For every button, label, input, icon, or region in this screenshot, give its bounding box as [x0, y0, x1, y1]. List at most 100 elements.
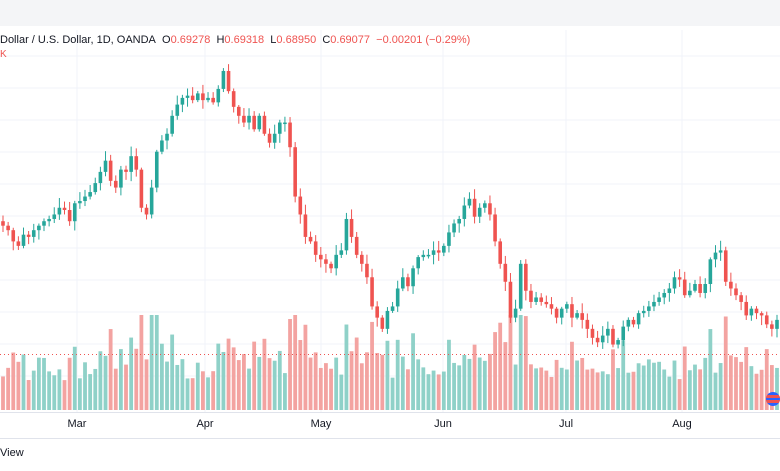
bottom-bar	[0, 438, 780, 471]
x-tick-may: May	[310, 418, 332, 430]
volume-bar	[775, 367, 779, 410]
candle-body	[180, 97, 185, 105]
candle-body	[134, 156, 139, 170]
candle-body	[98, 171, 103, 184]
volume-bar	[118, 349, 123, 410]
volume-bar	[518, 315, 523, 410]
candle-body	[739, 295, 743, 302]
candle-body	[744, 301, 749, 316]
candle-body	[513, 308, 518, 318]
candle-body	[652, 301, 656, 307]
volume-bar	[62, 380, 67, 410]
volume-bar	[390, 377, 395, 410]
price-chart[interactable]	[0, 0, 780, 412]
volume-bar	[406, 369, 410, 410]
volume-bar	[98, 351, 103, 410]
volume-bar	[257, 356, 262, 410]
volume-bar	[170, 334, 175, 410]
volume-bar	[672, 360, 677, 410]
volume-bar	[667, 376, 672, 410]
volume-bar	[267, 358, 272, 410]
candle-body	[436, 250, 441, 253]
volume-bar	[180, 359, 185, 410]
symbol-legend: Dollar / U.S. Dollar, 1D, OANDA O0.69278…	[0, 34, 470, 46]
candle-body	[703, 284, 708, 293]
volume-bar	[416, 359, 421, 410]
volume-bar	[72, 346, 77, 410]
volume-bar	[723, 316, 728, 410]
candle-body	[575, 313, 579, 318]
volume-bar	[247, 368, 251, 410]
candle-body	[206, 97, 210, 101]
candle-body	[411, 268, 415, 287]
candle-body	[129, 156, 133, 172]
volume-bar	[344, 324, 349, 410]
volume-bar	[334, 357, 339, 410]
volume-bar	[708, 329, 713, 410]
candle-body	[216, 88, 221, 103]
volume-bar	[693, 364, 697, 410]
volume-bar	[185, 378, 190, 410]
candle-body	[303, 214, 308, 237]
candle-body	[339, 250, 344, 255]
candle-body	[21, 234, 26, 246]
flag-icon[interactable]	[766, 392, 780, 406]
candle-body	[749, 308, 754, 316]
candle-body	[713, 252, 718, 260]
candle-body	[175, 104, 180, 116]
volume-bar	[16, 361, 21, 410]
candle-body	[103, 160, 108, 172]
volume-bar	[139, 315, 144, 410]
volume-bar	[503, 342, 508, 410]
volume-bar	[595, 372, 600, 410]
volume-bar	[206, 377, 210, 410]
candle-body	[723, 250, 728, 282]
candle-body	[149, 187, 154, 215]
candle-body	[688, 290, 692, 296]
candle-body	[57, 207, 62, 215]
volume-bar	[616, 368, 620, 410]
volume-bar	[554, 359, 559, 410]
volume-bar	[682, 346, 687, 410]
candle-body	[401, 277, 405, 289]
volume-bar	[739, 361, 744, 410]
candle-body	[390, 306, 395, 311]
volume-bar	[564, 369, 569, 410]
candle-body	[631, 319, 636, 325]
candle-body	[47, 218, 51, 222]
candle-body	[729, 281, 733, 289]
volume-bar	[626, 372, 631, 410]
volume-bar	[52, 375, 57, 410]
volume-bar	[124, 364, 128, 410]
candle-body	[257, 115, 262, 130]
view-link[interactable]: View	[0, 447, 24, 459]
volume-bar	[646, 359, 651, 410]
candle-body	[329, 263, 333, 269]
change-value: −0.00201 (−0.29%)	[376, 34, 471, 46]
candle-body	[544, 301, 549, 305]
volume-bar	[298, 340, 303, 410]
volume-bar	[652, 362, 656, 410]
candle-body	[93, 183, 98, 193]
volume-bar	[303, 324, 308, 410]
volume-bar	[339, 374, 344, 410]
candle-body	[1, 221, 5, 226]
volume-bar	[488, 353, 492, 410]
candle-body	[770, 324, 774, 329]
candle-body	[662, 292, 667, 298]
candle-body	[611, 328, 615, 345]
candle-body	[272, 133, 277, 143]
volume-bar	[36, 357, 41, 410]
volume-bar	[1, 376, 5, 410]
volume-bar	[252, 341, 257, 410]
candle-body	[406, 277, 410, 287]
volume-bar	[605, 374, 610, 410]
volume-bar	[277, 350, 282, 410]
candle-body	[113, 180, 118, 188]
candle-body	[195, 93, 200, 101]
candle-body	[529, 290, 533, 302]
time-axis[interactable]	[0, 412, 780, 439]
candle-body	[462, 205, 467, 219]
high-value: 0.69318	[224, 34, 265, 46]
volume-bar	[698, 369, 703, 410]
